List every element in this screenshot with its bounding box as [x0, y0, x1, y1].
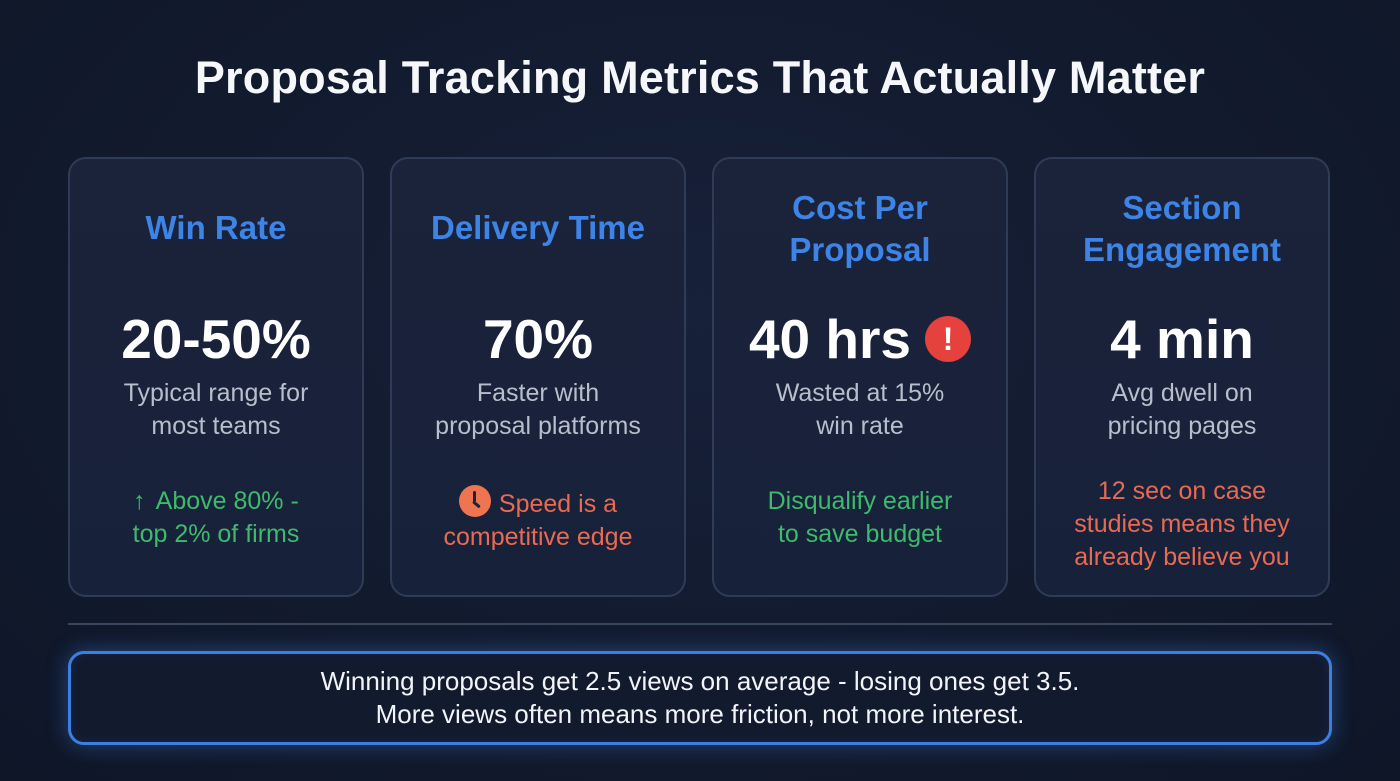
card-title-line: Engagement — [1082, 231, 1282, 268]
card-note-line: Speed is a — [392, 485, 684, 521]
card-value-text: 40 hrs — [748, 308, 912, 370]
metric-card-section-engagement: Section Engagement 4 min Avg dwell on pr… — [1034, 157, 1330, 597]
divider — [68, 623, 1332, 625]
metric-card-win-rate: Win Rate 20-50% Typical range for most t… — [68, 157, 364, 597]
card-note-line: to save budget — [777, 520, 942, 548]
card-title-line: Cost Per — [792, 189, 928, 226]
card-description-line: Avg dwell on — [1111, 379, 1253, 407]
card-note-line: Disqualify earlier — [767, 487, 953, 515]
card-description-line: Wasted at 15% — [775, 379, 945, 407]
card-value-text: 4 min — [1110, 308, 1254, 370]
card-note-line: ↑ Above 80% - — [70, 485, 362, 518]
card-description: Faster with proposal platforms — [392, 377, 684, 443]
card-value: 40 hrs ! — [714, 309, 1006, 369]
card-note-text: Speed is a — [498, 490, 618, 518]
card-note-line: 12 sec on case — [1097, 477, 1267, 505]
card-title: Delivery Time — [430, 209, 646, 246]
card-title-line: Section — [1122, 189, 1242, 226]
card-description: Typical range for most teams — [70, 377, 362, 443]
card-description-line: Typical range for — [123, 379, 309, 407]
metric-card-cost-per-proposal: Cost Per Proposal 40 hrs ! Wasted at 15%… — [712, 157, 1008, 597]
card-description: Avg dwell on pricing pages — [1036, 377, 1328, 443]
clock-icon — [458, 485, 491, 517]
card-value-text: 70% — [482, 308, 594, 370]
card-note-line: already believe you — [1074, 543, 1290, 571]
card-description-line: win rate — [816, 412, 904, 440]
card-note: ↑ Above 80% - top 2% of firms — [70, 485, 362, 551]
metric-card-delivery-time: Delivery Time 70% Faster with proposal p… — [390, 157, 686, 597]
card-description-line: pricing pages — [1107, 412, 1257, 440]
card-value: 70% — [392, 309, 684, 369]
card-note-line: top 2% of firms — [132, 520, 300, 548]
card-note-line: competitive edge — [443, 523, 633, 551]
card-title: Cost Per Proposal — [714, 187, 1006, 271]
card-value: 4 min — [1036, 309, 1328, 369]
card-note: Disqualify earlier to save budget — [714, 485, 1006, 551]
callout-line: Winning proposals get 2.5 views on avera… — [320, 666, 1080, 696]
key-insight-callout: Winning proposals get 2.5 views on avera… — [68, 651, 1332, 745]
card-value: 20-50% — [70, 309, 362, 369]
card-description-line: proposal platforms — [435, 412, 641, 440]
callout-line: More views often means more friction, no… — [375, 699, 1025, 729]
card-value-text: 20-50% — [121, 308, 311, 370]
card-note: 12 sec on case studies means they alread… — [1036, 475, 1328, 574]
card-title: Section Engagement — [1036, 187, 1328, 271]
card-description: Wasted at 15% win rate — [714, 377, 1006, 443]
card-title-line: Proposal — [789, 231, 931, 268]
card-note-line: studies means they — [1074, 510, 1290, 538]
card-description-line: most teams — [151, 412, 281, 440]
card-note-text: Above 80% - — [155, 487, 299, 515]
card-title: Win Rate — [145, 209, 287, 246]
alert-icon: ! — [925, 316, 972, 362]
up-arrow-icon: ↑ — [133, 487, 146, 515]
card-description-line: Faster with — [476, 379, 600, 407]
card-note: Speed is a competitive edge — [392, 485, 684, 554]
page-title: Proposal Tracking Metrics That Actually … — [194, 52, 1206, 103]
